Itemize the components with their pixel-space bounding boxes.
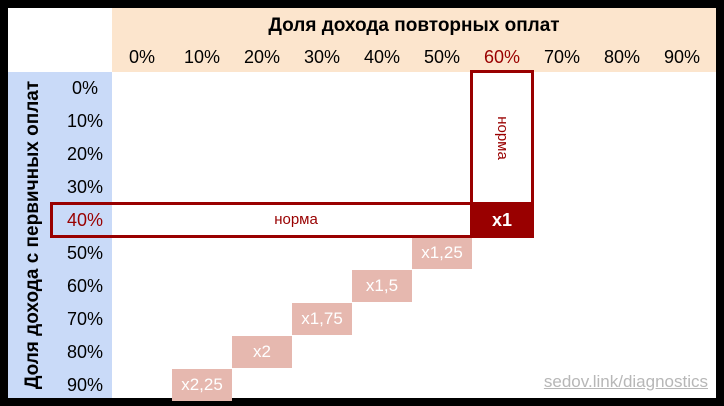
column-label: 30%: [303, 47, 341, 67]
multiplier-cell: x2: [232, 336, 292, 368]
row-label: 10%: [66, 111, 104, 131]
column-axis-title: Доля дохода повторных оплат: [268, 15, 560, 36]
row-label: 0%: [71, 78, 98, 98]
column-label: 0%: [128, 47, 155, 67]
norm-column-label-wrap: норма: [472, 72, 532, 204]
column-label: 50%: [423, 47, 461, 67]
multiplier-cell: x1,25: [412, 237, 472, 269]
multiplier-cell: x1,75: [292, 303, 352, 335]
multiplier-cell: x2,25: [172, 369, 232, 401]
row-label: 60%: [66, 276, 104, 296]
column-header-band: [112, 8, 716, 72]
column-label: 80%: [603, 47, 641, 67]
multiplier-cell: x1,5: [352, 270, 412, 302]
row-label-highlighted: 40%: [66, 210, 104, 230]
column-label: 90%: [663, 47, 701, 67]
row-label: 90%: [66, 375, 104, 395]
row-label: 50%: [66, 243, 104, 263]
watermark-link[interactable]: sedov.link/diagnostics: [543, 372, 708, 391]
row-label: 70%: [66, 309, 104, 329]
row-label: 20%: [66, 144, 104, 164]
column-label: 10%: [183, 47, 221, 67]
column-label: 40%: [363, 47, 401, 67]
matrix-canvas: Доля дохода повторных оплат Доля дохода …: [8, 8, 716, 401]
norm-column-frame: [470, 70, 534, 238]
row-axis-title: Доля дохода с первичных оплат: [22, 80, 43, 390]
column-label-highlighted: 60%: [483, 47, 521, 67]
multiplier-cell-base: x1: [472, 204, 532, 236]
column-label: 20%: [243, 47, 281, 67]
norm-row-label: норма: [274, 211, 318, 228]
norm-column-label: норма: [494, 116, 511, 160]
row-label: 80%: [66, 342, 104, 362]
column-label: 70%: [543, 47, 581, 67]
norm-row-frame: [50, 202, 532, 238]
row-label: 30%: [66, 177, 104, 197]
